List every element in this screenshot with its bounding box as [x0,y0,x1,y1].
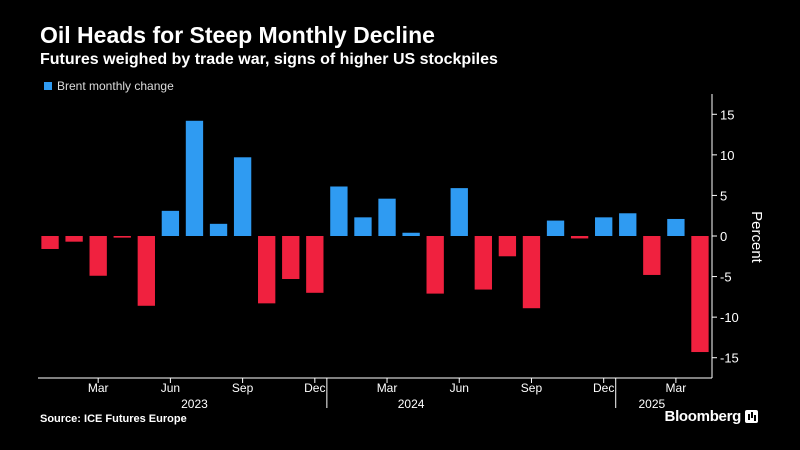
bar-2024-08 [498,236,517,257]
y-tick-label: 10 [720,148,734,163]
bar-2025-04 [691,236,709,353]
x-tick-label: Jun [450,381,469,395]
year-label: 2024 [398,397,425,411]
y-tick-label: -15 [720,351,739,366]
x-tick-label: Sep [232,381,254,395]
bar-2024-06 [450,188,468,236]
brand-logo: Bloomberg [665,408,758,425]
legend: Brent monthly change [44,79,174,93]
bar-2024-05 [426,236,444,294]
y-tick-label: -5 [720,270,732,285]
bar-2025-03 [667,218,685,236]
x-tick-label: Jun [161,381,180,395]
bar-2023-09 [233,157,252,236]
x-tick-label: Dec [304,381,325,395]
y-tick-label: 15 [720,107,734,122]
bar-2024-09 [522,236,541,309]
bloomberg-chart-icon [745,410,758,423]
bar-2023-07 [185,120,204,236]
bar-2024-04 [402,232,420,236]
legend-swatch [44,82,52,90]
bar-2024-01 [330,186,348,236]
bars-group [41,120,709,353]
axes-group: 15 10 5 0 -5 -10 -15 Mar Jun Sep Dec Mar Jun Sep Dec Ma… [38,94,739,411]
bar-2025-02 [643,236,661,275]
bar-2024-12 [595,217,613,236]
bar-2024-02 [354,217,372,236]
bar-2025-01 [619,213,637,236]
bar-2023-12 [306,236,324,293]
y-tick-label: 5 [720,188,727,203]
x-tick-label: Sep [521,381,543,395]
bar-2023-02 [65,236,83,242]
chart-title: Oil Heads for Steep Monthly Decline [40,22,435,48]
source-note: Source: ICE Futures Europe [40,413,187,425]
bar-2023-03 [89,236,107,276]
bar-2023-11 [282,236,300,280]
bar-2023-05 [137,236,155,306]
bar-2024-03 [378,198,396,236]
bar-2023-01 [41,236,59,249]
bar-2024-10 [546,220,565,236]
bar-2023-08 [209,223,228,236]
bar-2024-07 [474,236,492,290]
bar-2023-06 [161,210,180,236]
x-tick-label: Mar [88,381,109,395]
year-label: 2025 [638,397,665,411]
legend-label: Brent monthly change [57,79,174,93]
x-tick-label: Mar [377,381,398,395]
bar-2024-11 [570,236,589,239]
chart-subtitle: Futures weighed by trade war, signs of h… [40,51,498,68]
bar-2023-04 [113,236,131,238]
y-tick-label: -10 [720,310,739,325]
x-tick-label: Mar [666,381,687,395]
bar-2023-10 [258,236,276,304]
x-tick-label: Dec [593,381,614,395]
y-axis-label: Percent [748,211,765,264]
brand-name: Bloomberg [664,408,742,425]
y-tick-label: 0 [720,229,727,244]
year-label: 2023 [181,397,208,411]
